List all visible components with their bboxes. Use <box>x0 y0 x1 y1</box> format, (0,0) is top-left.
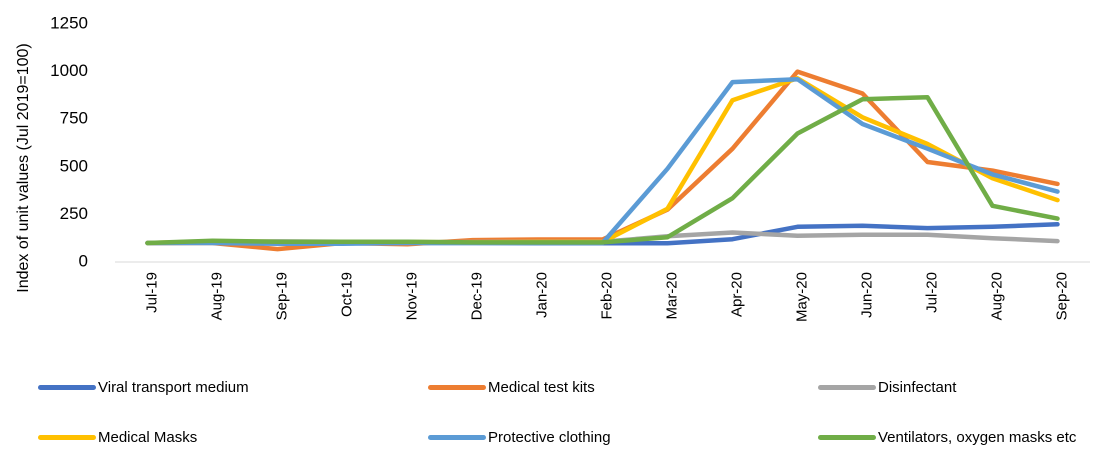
legend-label: Protective clothing <box>488 429 611 446</box>
x-tick-label: Aug-20 <box>988 272 1005 320</box>
y-tick-label: 250 <box>60 204 88 223</box>
x-tick-label: Jan-20 <box>533 272 550 318</box>
legend-label: Medical test kits <box>488 379 595 396</box>
legend-swatch <box>38 435 96 440</box>
y-tick-label: 0 <box>79 251 88 270</box>
x-tick-label: Oct-19 <box>338 272 355 317</box>
x-tick-label: Jul-20 <box>923 272 940 313</box>
legend-item: Viral transport medium <box>38 379 249 396</box>
x-tick-label: Jul-19 <box>143 272 160 313</box>
legend-swatch <box>428 385 486 390</box>
y-tick-label: 750 <box>60 109 88 128</box>
legend-item: Ventilators, oxygen masks etc <box>818 429 1076 446</box>
x-tick-label: Mar-20 <box>663 272 680 320</box>
x-tick-label: Aug-19 <box>208 272 225 320</box>
x-tick-label: Nov-19 <box>403 272 420 320</box>
series-line-4 <box>145 76 1060 246</box>
legend-item: Disinfectant <box>818 379 956 396</box>
y-tick-label: 1250 <box>50 13 88 32</box>
legend-swatch <box>818 435 876 440</box>
y-tick-label: 500 <box>60 156 88 175</box>
x-tick-label: Apr-20 <box>728 272 745 317</box>
legend-swatch <box>38 385 96 390</box>
x-tick-label: Dec-19 <box>468 272 485 320</box>
legend-item: Protective clothing <box>428 429 611 446</box>
x-tick-label: Sep-19 <box>273 272 290 320</box>
y-axis-label: Index of unit values (Jul 2019=100) <box>15 43 32 293</box>
line-chart: Index of unit values (Jul 2019=100) 0 250… <box>15 13 1090 322</box>
x-tick-label: Feb-20 <box>598 272 615 320</box>
x-tick-label: Sep-20 <box>1053 272 1070 320</box>
legend-label: Disinfectant <box>878 379 957 396</box>
legend-label: Viral transport medium <box>98 379 249 396</box>
legend-swatch <box>818 385 876 390</box>
y-tick-label: 1000 <box>50 61 88 80</box>
legend-label: Ventilators, oxygen masks etc <box>878 429 1077 446</box>
legend-item: Medical test kits <box>428 379 595 396</box>
legend: Viral transport medium Medical test kits D… <box>0 365 1096 449</box>
series-line-6 <box>145 95 1060 246</box>
legend-label: Medical Masks <box>98 429 198 446</box>
x-tick-label: May-20 <box>793 272 810 322</box>
legend-item: Medical Masks <box>38 429 197 446</box>
x-tick-label: Jun-20 <box>858 272 875 318</box>
legend-swatch <box>428 435 486 440</box>
series-line-5 <box>145 76 1060 246</box>
